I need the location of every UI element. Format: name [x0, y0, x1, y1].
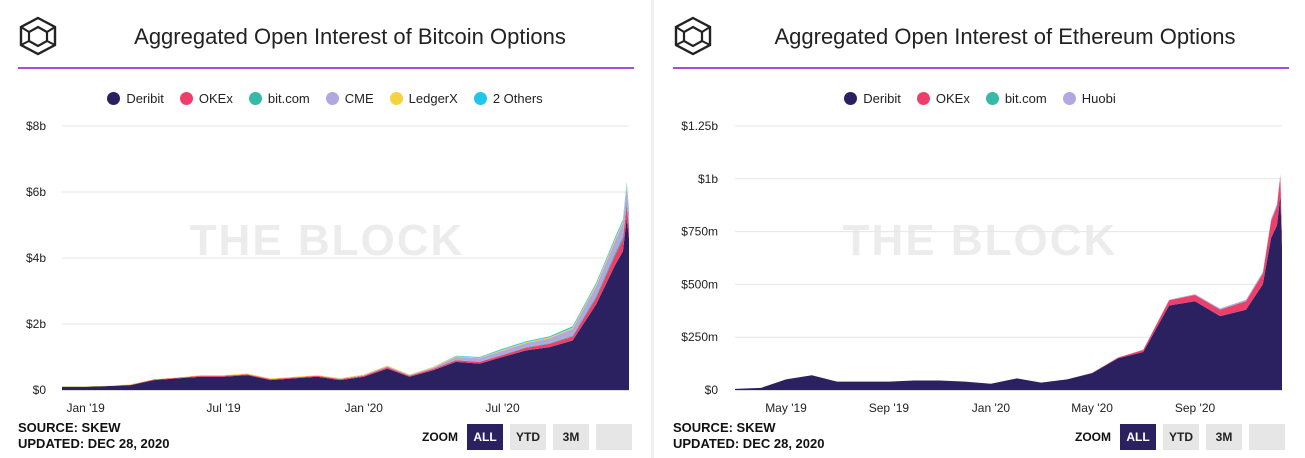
legend-item-okex[interactable]: OKEx	[916, 91, 970, 106]
legend-swatch	[1062, 92, 1076, 105]
y-tick-label: $2b	[26, 317, 46, 331]
title-divider	[18, 67, 634, 69]
title-divider	[673, 67, 1289, 69]
legend-item-2-others[interactable]: 2 Others	[473, 91, 543, 106]
legend-item-ledgerx[interactable]: LedgerX	[389, 91, 458, 106]
zoom-all-button[interactable]: ALL	[467, 424, 503, 450]
panel-separator	[651, 0, 654, 458]
legend-label: bit.com	[267, 91, 310, 106]
legend-label: bit.com	[1004, 91, 1047, 106]
zoom-3m-button[interactable]: 3M	[553, 424, 589, 450]
source-text: SOURCE: SKEW	[673, 420, 776, 435]
legend-swatch	[325, 92, 339, 105]
btc-area-chart: THE BLOCK $0 $2b $4b $6b $8b Jan '19 Jul '19 Ja…	[26, 119, 629, 415]
legend-label: OKEx	[935, 91, 970, 106]
legend-swatch	[916, 92, 930, 105]
zoom-3m-button[interactable]: 3M	[1206, 424, 1242, 450]
zoom-label: ZOOM	[422, 430, 458, 444]
zoom-ytd-button[interactable]: YTD	[510, 424, 546, 450]
chart-legend: Deribit OKEx bit.com CME LedgerX 2 Others	[0, 91, 650, 106]
updated-text: UPDATED: DEC 28, 2020	[673, 436, 825, 451]
btc-chart-panel: Aggregated Open Interest of Bitcoin Opti…	[0, 0, 650, 458]
legend-item-bit-com[interactable]: bit.com	[985, 91, 1047, 106]
legend-item-bit-com[interactable]: bit.com	[248, 91, 310, 106]
x-tick-label: May '20	[1071, 401, 1113, 415]
area-deribit	[735, 195, 1282, 390]
legend-swatch	[107, 92, 121, 105]
legend-item-okex[interactable]: OKEx	[179, 91, 233, 106]
y-tick-label: $750m	[681, 225, 718, 239]
legend-label: OKEx	[198, 91, 233, 106]
legend-swatch	[389, 92, 403, 105]
watermark-text: THE BLOCK	[190, 216, 465, 265]
zoom-ytd-button[interactable]: YTD	[1163, 424, 1199, 450]
zoom-all-button[interactable]: ALL	[1120, 424, 1156, 450]
updated-text: UPDATED: DEC 28, 2020	[18, 436, 170, 451]
legend-label: LedgerX	[408, 91, 458, 106]
x-tick-label: Jul '20	[485, 401, 520, 415]
legend-swatch	[844, 92, 858, 105]
legend-swatch	[985, 92, 999, 105]
y-tick-label: $6b	[26, 185, 46, 199]
legend-swatch	[473, 92, 487, 105]
legend-swatch	[179, 92, 193, 105]
zoom-label: ZOOM	[1075, 430, 1111, 444]
x-tick-label: May '19	[765, 401, 807, 415]
zoom-blank-button[interactable]	[1249, 424, 1285, 450]
zoom-blank-button[interactable]	[596, 424, 632, 450]
eth-chart-panel: Aggregated Open Interest of Ethereum Opt…	[655, 0, 1305, 458]
legend-label: CME	[344, 91, 374, 106]
y-tick-label: $250m	[681, 330, 718, 344]
x-tick-label: Jan '20	[972, 401, 1011, 415]
area-deribit	[62, 218, 629, 390]
legend-swatch	[248, 92, 262, 105]
legend-label: 2 Others	[492, 91, 543, 106]
chart-title: Aggregated Open Interest of Ethereum Opt…	[774, 24, 1236, 49]
zoom-controls: ZOOM ALL YTD 3M	[422, 424, 632, 450]
x-tick-label: Jan '19	[66, 401, 105, 415]
x-tick-label: Sep '19	[869, 401, 910, 415]
y-tick-label: $8b	[26, 119, 46, 133]
legend-label: Deribit	[863, 91, 901, 106]
the-block-logo-icon	[674, 16, 712, 56]
source-text: SOURCE: SKEW	[18, 420, 121, 435]
y-tick-label: $1b	[698, 172, 718, 186]
y-tick-label: $0	[33, 383, 47, 397]
legend-item-cme[interactable]: CME	[325, 91, 374, 106]
legend-item-deribit[interactable]: Deribit	[844, 91, 901, 106]
chart-legend: Deribit OKEx bit.com Huobi	[655, 91, 1305, 106]
legend-item-deribit[interactable]: Deribit	[107, 91, 164, 106]
x-tick-label: Jan '20	[345, 401, 384, 415]
y-tick-label: $1.25b	[681, 119, 718, 133]
x-tick-label: Sep '20	[1175, 401, 1216, 415]
the-block-logo-icon	[19, 16, 57, 56]
x-tick-label: Jul '19	[206, 401, 241, 415]
chart-title: Aggregated Open Interest of Bitcoin Opti…	[134, 24, 566, 49]
y-tick-label: $500m	[681, 277, 718, 291]
eth-area-chart: THE BLOCK $0 $250m $500m $750m $1b $1.25b May …	[681, 119, 1282, 415]
watermark-text: THE BLOCK	[843, 216, 1118, 265]
zoom-controls: ZOOM ALL YTD 3M	[1075, 424, 1285, 450]
y-tick-label: $4b	[26, 251, 46, 265]
legend-label: Deribit	[126, 91, 164, 106]
legend-label: Huobi	[1081, 91, 1116, 106]
y-tick-label: $0	[705, 383, 719, 397]
legend-item-huobi[interactable]: Huobi	[1062, 91, 1116, 106]
